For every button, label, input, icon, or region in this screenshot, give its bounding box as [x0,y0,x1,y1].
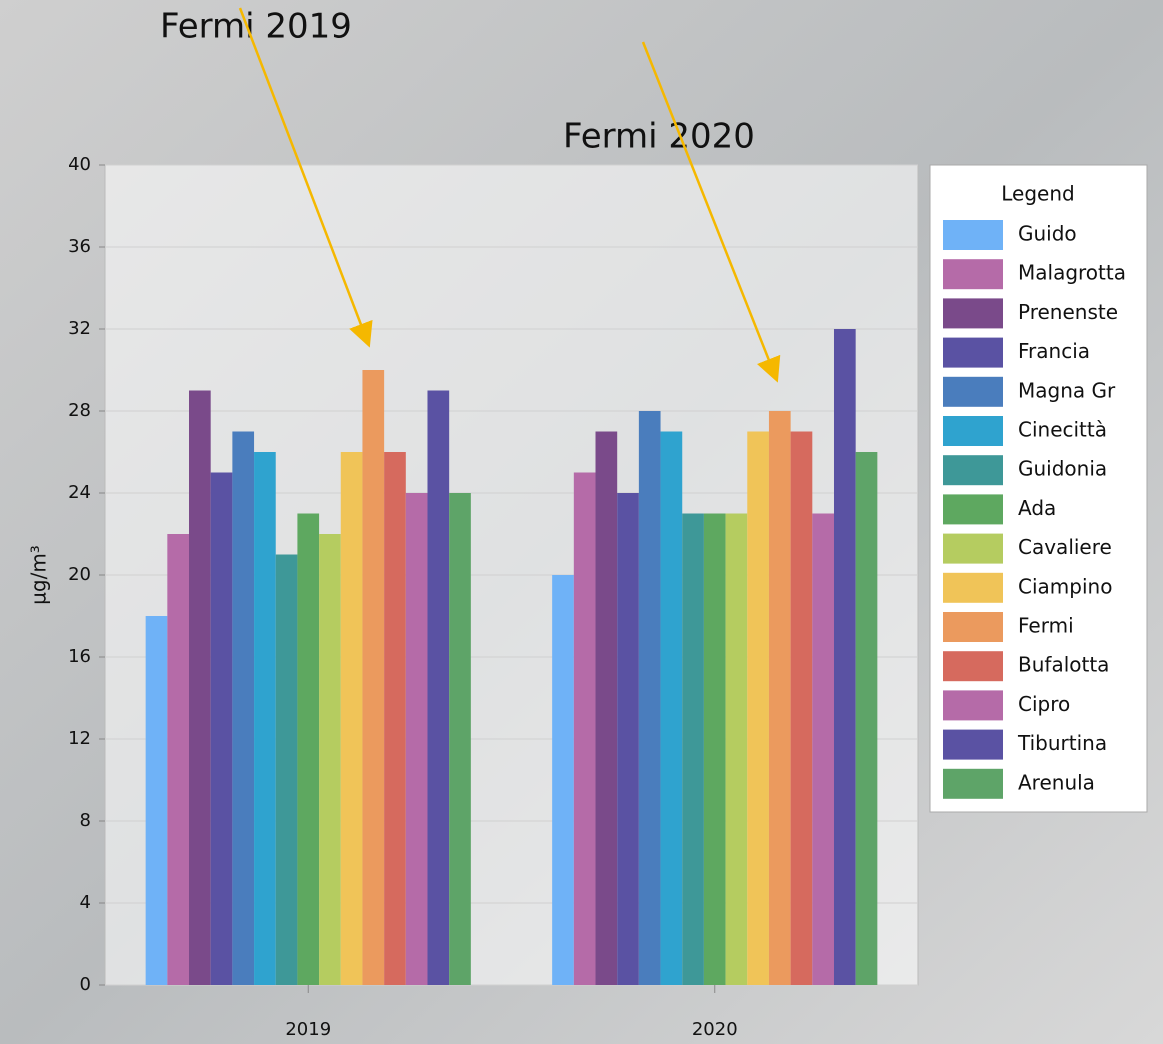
legend-label: Arenula [1018,770,1095,794]
legend-label: Cipro [1018,692,1070,716]
y-tick-label: 8 [80,810,91,831]
y-tick-label: 40 [68,154,91,175]
bar [297,513,320,985]
y-tick-label: 12 [68,728,91,749]
legend-swatch [943,298,1003,329]
y-tick-label: 36 [68,236,91,257]
legend-swatch [943,259,1003,290]
bar [768,411,791,985]
annotation: Fermi 2020 [563,117,755,157]
y-tick-label: 16 [68,646,91,667]
legend-label: Malagrotta [1018,261,1126,285]
bar [427,390,450,985]
bar [855,452,878,985]
legend-swatch [943,651,1003,682]
bar [254,452,276,985]
y-tick-label: 4 [80,892,91,913]
legend-label: Guido [1018,222,1077,246]
bar [319,534,341,985]
legend-label: Ciampino [1018,574,1112,598]
legend-swatch [943,729,1003,760]
legend-swatch [943,612,1003,642]
arrow [238,7,373,348]
bar [145,616,168,985]
bar [725,513,748,985]
annotation: Fermi 2019 [160,7,352,47]
arrow [641,41,781,383]
bar [275,554,298,985]
legend-swatch [943,416,1003,446]
bar [167,534,190,985]
bar [210,472,233,985]
legend-label: Cinecittà [1018,418,1107,442]
bar [660,431,683,985]
legend-swatch [943,572,1003,603]
bar [405,493,428,985]
legend-title: Legend [1001,182,1074,206]
legend-label: Tiburtina [1017,731,1107,755]
bar [638,411,661,985]
legend-swatch [943,690,1003,721]
bar [617,493,639,985]
legend-label: Fermi [1018,614,1074,638]
legend-label: Guidonia [1018,457,1107,481]
bar [552,575,574,985]
bar [595,431,618,985]
y-tick-label: 32 [68,318,91,339]
bars: 0 4 8 12 16 20 24 28 32 36 40 [68,154,918,995]
bar [189,390,211,985]
y-tick-label: 0 [80,974,91,995]
bar [833,329,856,985]
legend-label: Ada [1018,496,1056,520]
bar [449,493,471,985]
legend-swatch [943,768,1003,799]
x-tick-label: 2019 [285,1019,331,1040]
y-tick-label: 28 [68,400,91,421]
y-axis-label: µg/m³ [27,545,51,605]
y-tick-label: 20 [68,564,91,585]
legend-label: Magna Gr [1018,378,1116,402]
bar [340,452,363,985]
bar [682,513,704,985]
legend-label: Francia [1018,339,1090,363]
legend-swatch [943,494,1003,525]
legend-label: Prenenste [1018,300,1118,324]
legend-swatch [943,337,1003,368]
bar [703,513,726,985]
bar [812,513,834,985]
legend-swatch [943,455,1003,486]
legend-label: Bufalotta [1018,653,1109,677]
bar [232,431,255,985]
x-tick-label: 2020 [692,1019,738,1040]
legend-label: Cavaliere [1018,535,1112,559]
legend-swatch [943,376,1003,407]
bar [790,431,813,985]
legend-swatch [943,220,1003,250]
bar [573,472,596,985]
legend-swatch [943,533,1003,564]
bar [384,452,406,985]
bar [747,431,769,985]
y-tick-label: 24 [68,482,91,503]
bar [362,370,385,985]
